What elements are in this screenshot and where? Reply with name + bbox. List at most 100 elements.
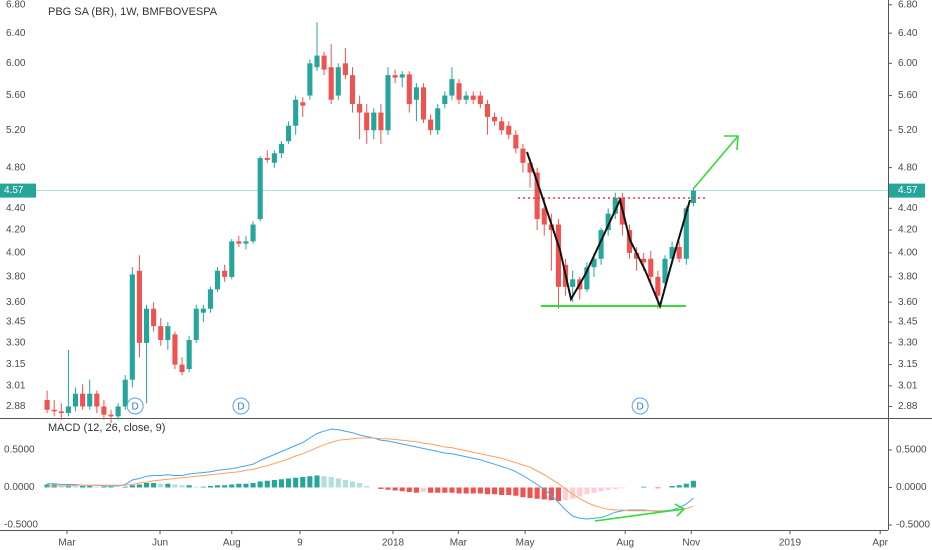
macd-histogram-bar [598, 487, 604, 492]
candle-body [435, 108, 441, 131]
candle-body [250, 224, 256, 242]
macd-histogram-bar [158, 483, 164, 488]
y-tick-label-left: 3.15 [6, 359, 26, 370]
candle-body [214, 270, 221, 290]
macd-histogram-bar [499, 487, 505, 495]
macd-histogram-bar [378, 487, 384, 489]
candle-body [491, 116, 498, 122]
macd-histogram-bar [435, 487, 441, 493]
candle-body [94, 393, 100, 407]
macd-histogram-bar [143, 482, 150, 488]
last-price-label: 4.57 [898, 185, 918, 196]
candle-body [257, 158, 263, 220]
macd-histogram-bar [484, 487, 490, 495]
macd-histogram-bar [94, 486, 100, 488]
macd-histogram-bar [548, 487, 554, 501]
candle-body [115, 406, 121, 417]
macd-y-tick-label-left: -0.5000 [4, 520, 38, 531]
macd-histogram-bar [477, 487, 483, 494]
macd-histogram-bar [577, 487, 583, 497]
macd-histogram-bar [690, 480, 696, 488]
macd-histogram-bar [406, 487, 412, 492]
candle-body [87, 393, 93, 407]
y-tick-label-left: 3.45 [6, 317, 26, 328]
macd-histogram-bar [271, 479, 277, 488]
candle-body [385, 75, 391, 131]
candle-body [328, 67, 334, 100]
y-tick-label: 3.30 [898, 337, 918, 348]
signal-line [47, 437, 694, 512]
macd-histogram-bar [413, 487, 419, 493]
y-tick-label: 3.01 [898, 380, 918, 391]
candle-body [648, 258, 654, 277]
macd-histogram-bar [243, 483, 249, 488]
candle-body [321, 55, 327, 70]
candle-body [428, 119, 434, 131]
y-tick-label: 3.80 [898, 272, 918, 283]
macd-histogram-bar [335, 478, 341, 488]
candle-body [534, 172, 540, 220]
macd-histogram-bar [222, 485, 228, 488]
candle-body [406, 74, 412, 104]
y-tick-label-left: 4.40 [6, 203, 26, 214]
y-tick-label-left: 3.30 [6, 337, 26, 348]
y-tick-label: 3.45 [898, 317, 918, 328]
y-tick-label: 4.00 [898, 248, 918, 259]
candle-body [584, 267, 590, 290]
macd-histogram-bar [527, 487, 533, 498]
y-tick-label-left: 5.60 [6, 90, 26, 101]
candle-body [335, 67, 341, 96]
macd-histogram-bar [449, 487, 455, 493]
macd-line [47, 428, 694, 520]
macd-histogram-bar [229, 484, 235, 488]
y-tick-label: 6.80 [898, 0, 918, 10]
x-tick-label: Mar [58, 538, 76, 549]
candle-body [229, 241, 235, 277]
last-price-badge [0, 183, 36, 198]
x-tick-label: Apr [872, 538, 888, 549]
x-tick-label: Nov [682, 538, 700, 549]
macd-histogram-bar [676, 485, 682, 488]
y-tick-label: 2.88 [898, 401, 918, 412]
candle-body [349, 75, 356, 104]
y-tick-label: 5.60 [898, 90, 918, 101]
candle-body [364, 112, 370, 131]
candle-body [207, 289, 214, 309]
macd-histogram-bar [172, 484, 178, 488]
candle-body [612, 197, 618, 214]
macd-histogram-bar [151, 482, 157, 488]
y-tick-label: 6.00 [898, 58, 918, 69]
candle-body [392, 75, 398, 78]
y-tick-label-left: 3.60 [6, 297, 26, 308]
last-price-label: 4.57 [4, 185, 24, 196]
candle-body [122, 379, 128, 407]
macd-histogram-bar [328, 476, 334, 488]
candle-body [399, 74, 405, 78]
x-tick-label: Mar [450, 538, 468, 549]
macd-histogram-bar [207, 485, 214, 488]
candle-body [136, 270, 142, 343]
macd-histogram-bar [165, 483, 171, 488]
x-tick-label: Aug [223, 538, 241, 549]
macd-y-tick-label-left: 0.0000 [4, 482, 35, 493]
candle-body [513, 134, 519, 149]
y-tick-label: 4.80 [898, 162, 918, 173]
macd-histogram-bar [428, 487, 434, 493]
macd-histogram-bar [591, 487, 597, 493]
candle-body [342, 63, 348, 76]
candle-body [357, 103, 363, 113]
candle-body [477, 95, 483, 104]
macd-y-tick-label-left: 0.5000 [4, 445, 35, 456]
candle-body [676, 247, 682, 259]
macd-histogram-bar [506, 487, 512, 495]
y-tick-label-left: 4.80 [6, 162, 26, 173]
macd-histogram-bar [605, 487, 611, 490]
candle-body [484, 103, 490, 117]
macd-histogram-bar [122, 486, 128, 488]
macd-histogram-bar [186, 485, 192, 488]
candle-body [541, 208, 547, 225]
macd-histogram-bar [264, 480, 270, 488]
candle-body [286, 125, 292, 142]
x-tick-label: 9 [297, 538, 303, 549]
candle-body [570, 279, 576, 287]
